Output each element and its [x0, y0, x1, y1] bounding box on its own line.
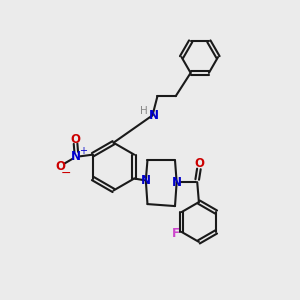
- Text: O: O: [194, 158, 204, 170]
- Text: N: N: [141, 174, 151, 187]
- Text: H: H: [140, 106, 148, 116]
- Text: N: N: [71, 150, 81, 163]
- Text: N: N: [149, 109, 159, 122]
- Text: +: +: [79, 146, 87, 156]
- Text: N: N: [172, 176, 182, 189]
- Text: F: F: [172, 227, 180, 240]
- Text: O: O: [70, 133, 81, 146]
- Text: −: −: [61, 167, 71, 180]
- Text: O: O: [55, 160, 65, 173]
